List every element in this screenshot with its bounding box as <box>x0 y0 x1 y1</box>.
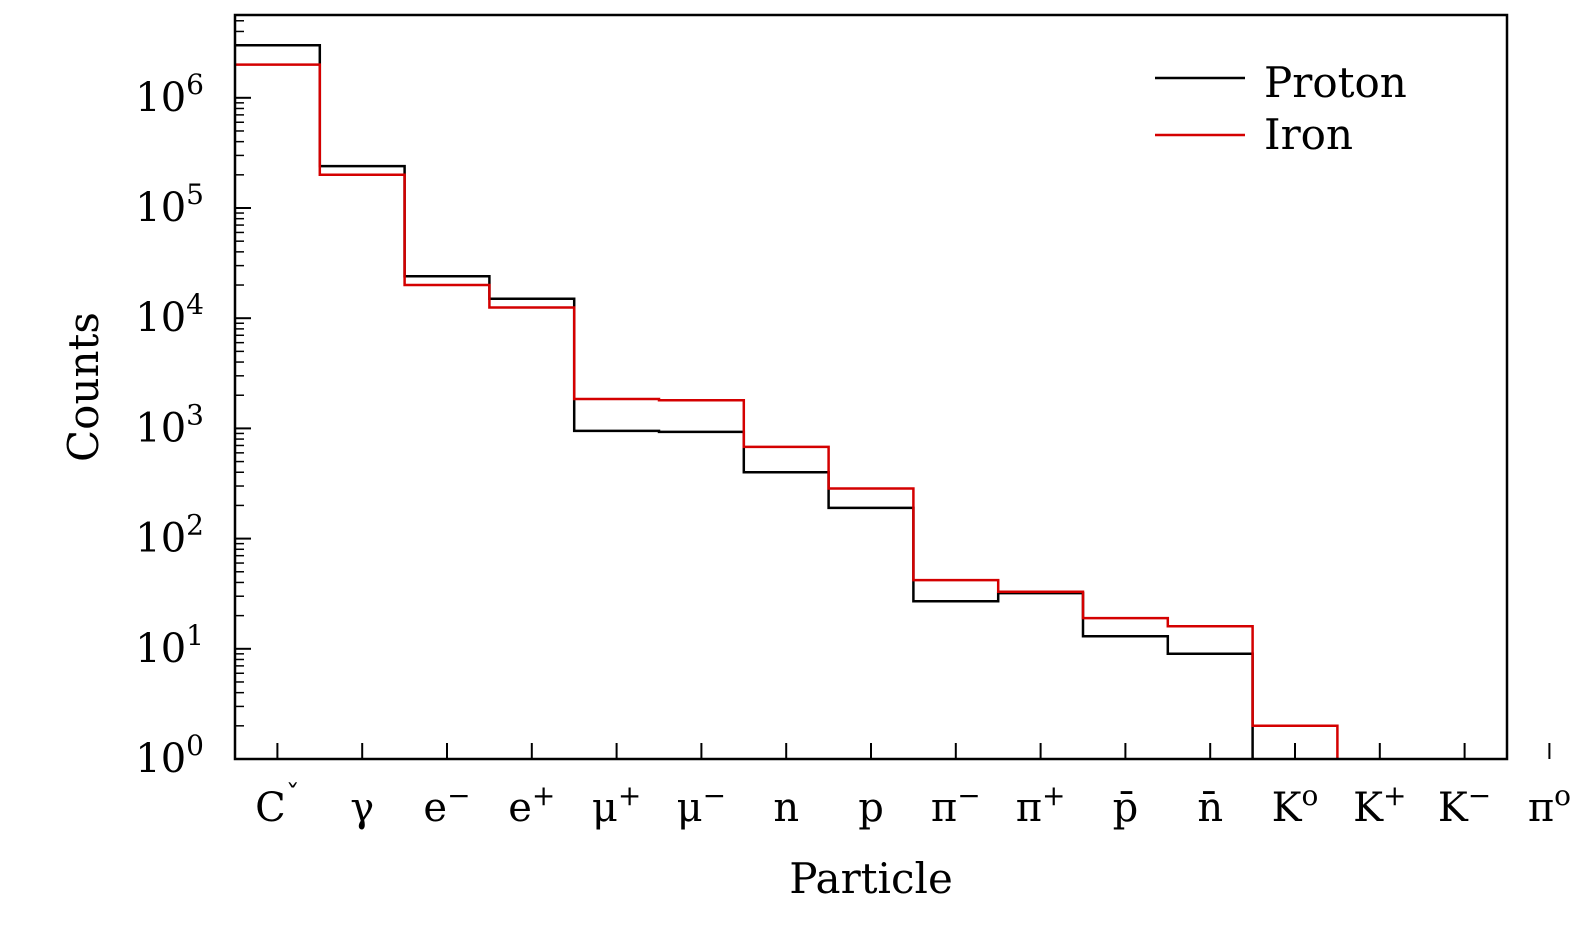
y-tick-labels: 100 101 102 103 104 105 106 <box>135 68 204 782</box>
x-tick-label: K− <box>1438 779 1491 831</box>
y-axis-title: Counts <box>59 312 108 462</box>
series-iron-steps <box>235 63 1339 759</box>
legend: Proton Iron <box>1155 58 1407 159</box>
x-tick-label: π+ <box>1016 779 1066 831</box>
x-tick-label: p <box>858 785 884 831</box>
y-tick-label: 106 <box>135 68 204 121</box>
x-tick-label: γ <box>350 785 374 831</box>
x-ticks <box>276 743 1551 759</box>
y-tick-label: 103 <box>135 398 204 451</box>
x-tick-label: e− <box>423 779 470 831</box>
y-tick-label: 100 <box>135 729 204 782</box>
y-tick-label: 104 <box>135 288 204 341</box>
plot-frame <box>233 13 1509 761</box>
legend-label-proton: Proton <box>1264 58 1407 107</box>
x-tick-label: πo <box>1528 779 1571 831</box>
x-tick-label: n̄ <box>1197 785 1223 831</box>
x-tick-labels: Cˇ γ e− e+ μ+ μ− n p π− π+ p̄ n̄ Ko K+ K− πo <box>255 779 1571 831</box>
x-tick-label: n <box>773 785 799 831</box>
y-tick-label: 102 <box>135 509 204 562</box>
legend-item-proton: Proton <box>1155 58 1407 107</box>
series-layer <box>235 43 1339 759</box>
x-tick-label: K+ <box>1353 779 1406 831</box>
x-tick-label: π− <box>931 779 981 831</box>
y-minor-ticks <box>235 20 244 727</box>
x-tick-label: μ− <box>677 779 726 831</box>
x-tick-label: e+ <box>508 779 555 831</box>
x-tick-label: Cˇ <box>255 779 300 831</box>
x-tick-label: μ+ <box>592 779 641 831</box>
x-tick-label: Ko <box>1272 779 1319 831</box>
x-tick-label: p̄ <box>1113 785 1139 831</box>
y-tick-label: 105 <box>135 178 204 231</box>
legend-item-iron: Iron <box>1155 110 1353 159</box>
x-axis-title: Particle <box>789 854 953 903</box>
legend-label-iron: Iron <box>1264 110 1353 159</box>
y-tick-label: 101 <box>135 619 204 672</box>
